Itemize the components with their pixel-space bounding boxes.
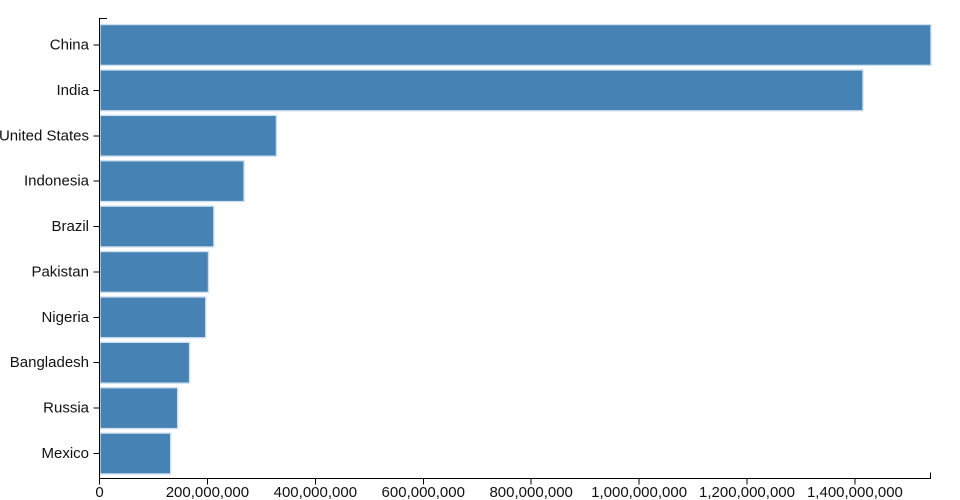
bars (99, 23, 932, 475)
x-tick-label: 0 (95, 484, 103, 500)
y-axis-domain (99, 18, 107, 479)
bar-united-states (99, 114, 278, 157)
y-tick-label: Indonesia (24, 173, 90, 190)
x-axis: 0 200,000,000 400,000,000 600,000,000 800,00… (95, 472, 931, 500)
bar-china (99, 23, 932, 67)
bar-indonesia (99, 160, 245, 203)
bar-mexico (99, 432, 172, 475)
x-tick-label: 1,400,000,000 (807, 484, 903, 500)
bar-bangladesh (99, 341, 191, 384)
y-tick-label: Russia (43, 400, 90, 417)
y-tick-label: Pakistan (31, 263, 89, 280)
y-tick-label: China (50, 36, 90, 53)
x-tick-label: 1,200,000,000 (699, 484, 795, 500)
bar-brazil (99, 205, 215, 248)
y-axis: China India United States Indonesia Brazil Pa… (0, 18, 107, 479)
bar-india (99, 69, 864, 112)
y-tick-label: Nigeria (41, 309, 89, 326)
x-tick-label: 600,000,000 (382, 484, 465, 500)
x-tick-label: 1,000,000,000 (591, 484, 687, 500)
y-tick-label: India (56, 82, 89, 99)
bar-nigeria (99, 296, 207, 339)
y-tick-label: Brazil (51, 218, 89, 235)
x-tick-label: 200,000,000 (166, 484, 249, 500)
y-tick-label: Mexico (41, 445, 89, 462)
bar-pakistan (99, 250, 210, 294)
x-axis-domain (99, 472, 931, 479)
y-tick-label: Bangladesh (10, 354, 89, 371)
y-tick-label: United States (0, 127, 89, 144)
x-tick-label: 400,000,000 (274, 484, 357, 500)
x-tick-label: 800,000,000 (489, 484, 572, 500)
bar-russia (99, 387, 179, 430)
